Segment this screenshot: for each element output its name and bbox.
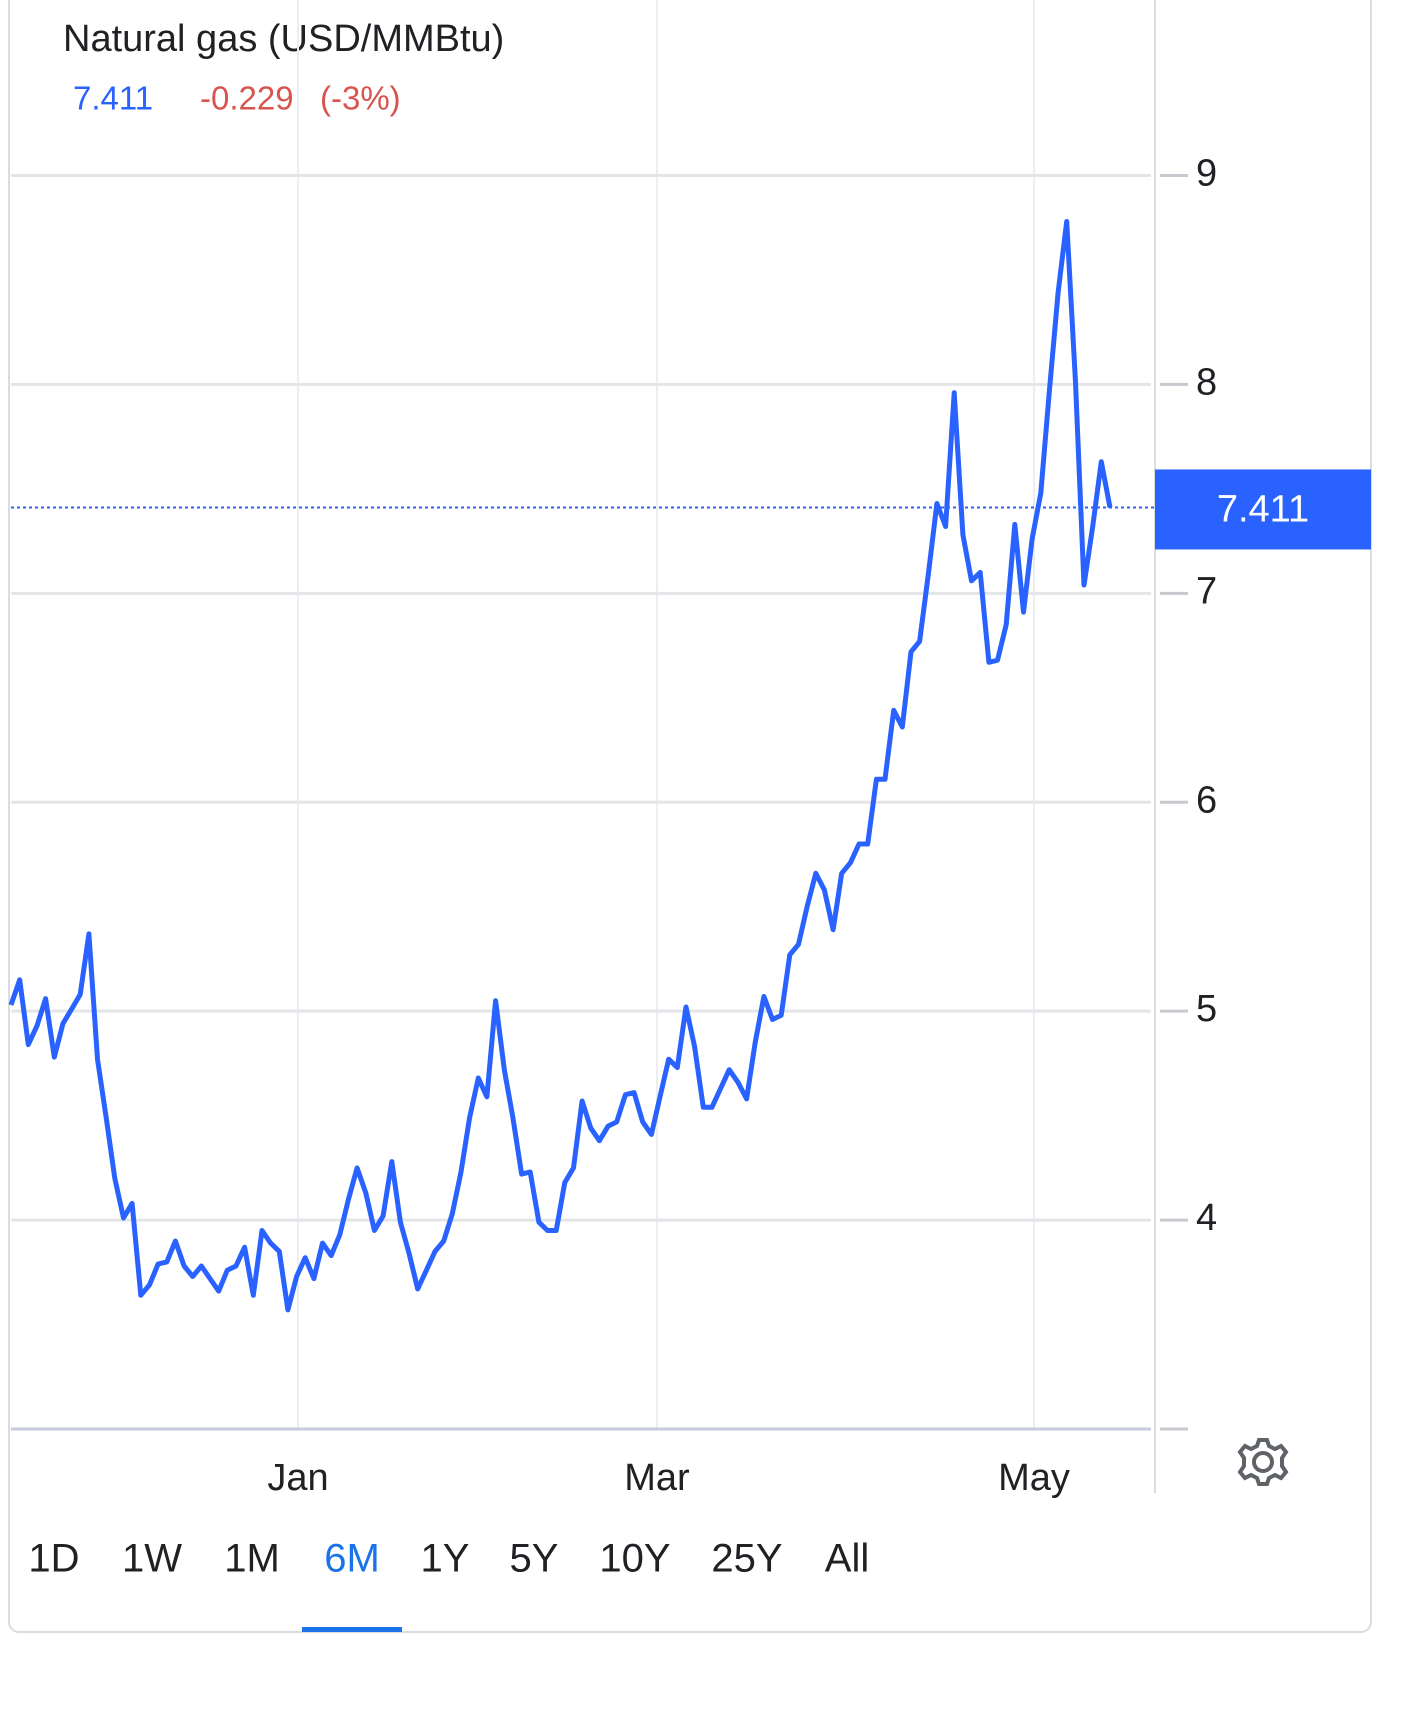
range-button[interactable]: 5Y bbox=[510, 1537, 559, 1581]
last-price: 7.411 bbox=[73, 80, 153, 117]
y-tick-label: 4 bbox=[1196, 1197, 1217, 1239]
range-button[interactable]: 25Y bbox=[711, 1537, 782, 1581]
settings-icon[interactable] bbox=[1237, 1438, 1289, 1486]
price-line bbox=[8, 219, 1113, 1313]
x-tick-label: May bbox=[998, 1457, 1070, 1499]
price-change: -0.229 bbox=[200, 80, 294, 117]
price-change-pct: (-3%) bbox=[320, 80, 401, 117]
card-border bbox=[8, 0, 1372, 1633]
y-tick-label: 7 bbox=[1196, 570, 1217, 612]
x-tick-label: Jan bbox=[267, 1457, 328, 1499]
y-tick-label: 8 bbox=[1196, 361, 1217, 403]
y-tick-label: 9 bbox=[1196, 153, 1217, 195]
last-price-badge-label: 7.411 bbox=[1217, 488, 1309, 530]
range-selected-underline bbox=[302, 1627, 402, 1632]
y-tick-label: 5 bbox=[1196, 988, 1217, 1030]
range-button[interactable]: 1M bbox=[224, 1537, 280, 1581]
range-button[interactable]: All bbox=[825, 1537, 869, 1581]
range-button[interactable]: 1W bbox=[122, 1537, 182, 1581]
range-button[interactable]: 1D bbox=[28, 1537, 79, 1581]
range-button[interactable]: 1Y bbox=[421, 1537, 470, 1581]
chart-title: Natural gas (USD/MMBtu) bbox=[63, 18, 504, 60]
range-button[interactable]: 6M bbox=[324, 1537, 380, 1581]
x-tick-label: Mar bbox=[624, 1457, 690, 1499]
last-price-badge bbox=[1155, 469, 1371, 550]
range-button[interactable]: 10Y bbox=[599, 1537, 670, 1581]
y-tick-label: 6 bbox=[1196, 779, 1217, 821]
